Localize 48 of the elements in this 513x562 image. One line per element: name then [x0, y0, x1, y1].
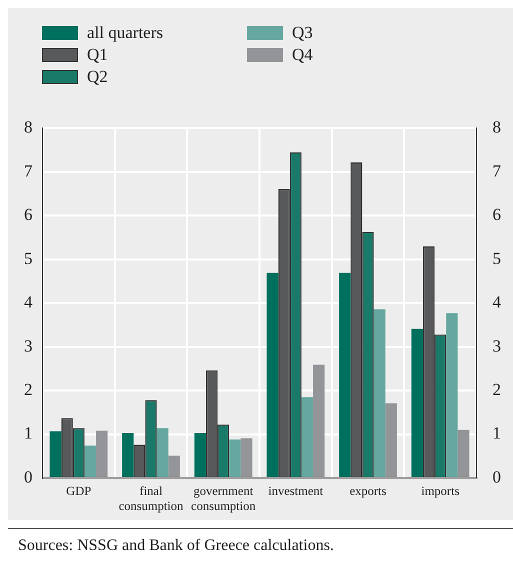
bar	[301, 397, 314, 477]
y2-tick-label: 1	[492, 424, 501, 443]
x-tick-label: imports	[421, 484, 460, 498]
y-tick-label: 0	[24, 467, 32, 486]
bar	[385, 403, 397, 477]
y2-tick-label: 7	[492, 161, 502, 180]
y2-tick-label: 8	[492, 118, 501, 137]
legend-label: Q2	[87, 67, 108, 87]
bar	[229, 440, 241, 477]
legend-label: Q4	[292, 45, 313, 65]
bar	[266, 272, 278, 477]
bar	[96, 430, 108, 477]
bar	[50, 431, 62, 477]
legend-label: Q3	[292, 23, 313, 43]
y2-tick-label: 5	[492, 248, 501, 268]
y2-tick-label: 2	[492, 380, 501, 400]
x-tick-label: exports	[350, 484, 387, 498]
y2-tick-label: 3	[492, 336, 501, 356]
y-tick-label: 1	[24, 424, 32, 443]
y2-tick-label: 0	[492, 467, 501, 486]
y-tick-label: 8	[24, 118, 32, 137]
y2-tick-label: 4	[492, 292, 502, 312]
y-tick-label: 4	[24, 292, 33, 312]
bar	[240, 438, 252, 477]
bar	[446, 313, 458, 477]
bar	[374, 309, 386, 477]
x-tick-label: government consumption	[191, 484, 256, 513]
y2-tick-label: 6	[492, 205, 501, 224]
x-tick-label: investment	[268, 484, 324, 498]
bar	[194, 432, 206, 477]
y-tick-label: 7	[24, 161, 33, 180]
y-tick-label: 3	[24, 336, 32, 356]
bar	[411, 328, 423, 477]
legend-label: Q1	[87, 45, 108, 65]
y-tick-label: 2	[24, 380, 32, 400]
y-tick-label: 5	[24, 248, 32, 268]
x-tick-label: final consumption	[118, 484, 184, 513]
bar	[458, 430, 470, 477]
bar	[168, 456, 180, 477]
x-tick-label: GDP	[66, 484, 92, 498]
bar	[339, 272, 351, 477]
bar	[122, 432, 134, 477]
bar	[84, 446, 96, 477]
source-note: Sources: NSSG and Bank of Greece calculations.	[18, 537, 335, 555]
bar	[156, 428, 168, 477]
legend-label: all quarters	[87, 23, 163, 43]
y-tick-label: 6	[24, 205, 32, 224]
bar	[313, 364, 325, 477]
